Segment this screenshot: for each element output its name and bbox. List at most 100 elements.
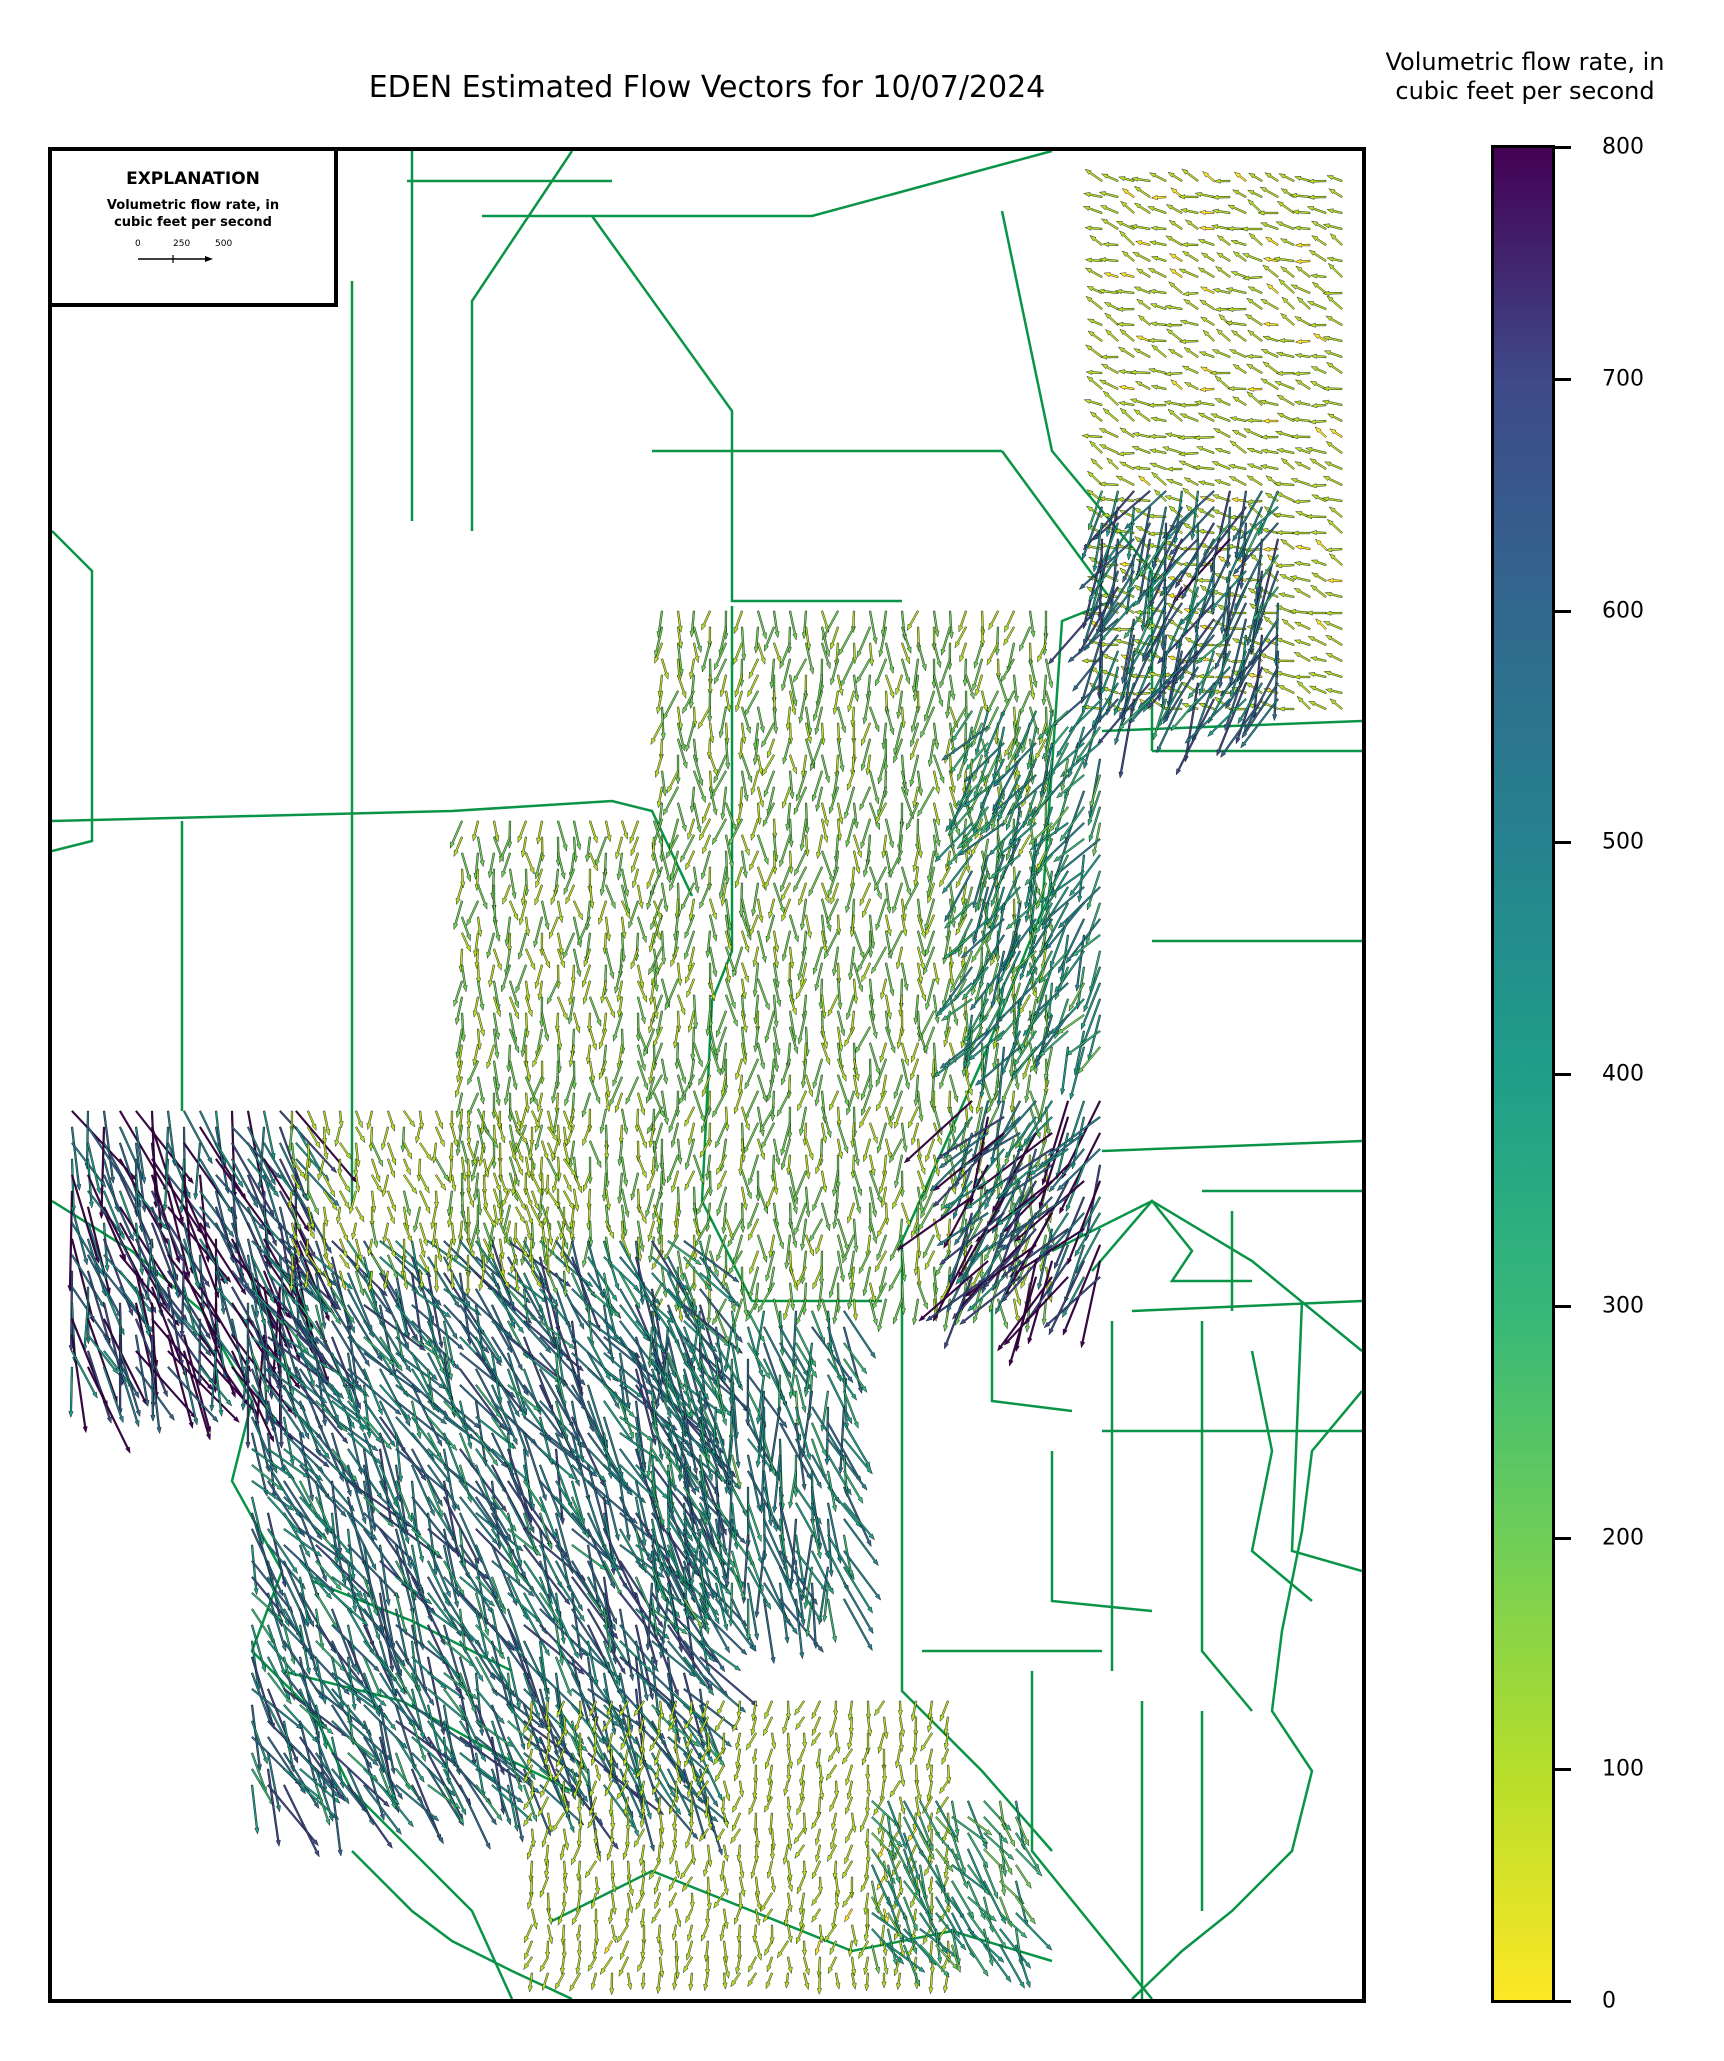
flow-vector-arrow bbox=[722, 1844, 729, 1863]
colorbar-tick-label: 0 bbox=[1602, 1988, 1616, 2014]
boundary-line bbox=[1250, 1350, 1313, 1602]
flow-vectors bbox=[67, 168, 1343, 1996]
flow-vector-arrow bbox=[670, 946, 680, 968]
flow-vector-arrow bbox=[1248, 172, 1263, 183]
flow-vector-arrow bbox=[1148, 172, 1167, 183]
flow-vector-arrow bbox=[1276, 448, 1295, 455]
flow-vector-arrow bbox=[682, 1956, 694, 1974]
flow-vector-arrow bbox=[1246, 447, 1263, 455]
flow-vector-arrow bbox=[814, 1074, 824, 1107]
flow-vector-arrow bbox=[712, 1298, 728, 1326]
flow-vector-arrow bbox=[920, 1186, 936, 1219]
flow-vector-arrow bbox=[748, 1154, 760, 1186]
flow-vector-arrow bbox=[1247, 329, 1263, 342]
flow-vector-arrow bbox=[1308, 322, 1327, 328]
flow-vector-arrow bbox=[1324, 591, 1343, 599]
flow-vector-arrow bbox=[524, 948, 536, 971]
flow-vector-arrow bbox=[554, 1972, 566, 1990]
flow-vector-arrow bbox=[740, 1186, 748, 1211]
flow-vector-arrow bbox=[1309, 530, 1327, 536]
flow-vector-arrow bbox=[836, 1026, 844, 1052]
flow-vector-arrow bbox=[820, 930, 828, 953]
flow-vector-arrow bbox=[1090, 458, 1103, 470]
flow-vector-arrow bbox=[786, 1812, 793, 1831]
flow-vector-arrow bbox=[809, 1218, 824, 1243]
flow-vector-arrow bbox=[836, 1250, 845, 1283]
flow-vector-arrow bbox=[939, 866, 952, 888]
flow-vector-arrow bbox=[811, 770, 824, 803]
flow-vector-arrow bbox=[724, 834, 734, 869]
flow-vector-arrow bbox=[815, 1940, 822, 1956]
flow-vector-arrow bbox=[740, 626, 747, 662]
flow-vector-arrow bbox=[455, 1028, 464, 1059]
flow-vector-arrow bbox=[1293, 400, 1311, 407]
flow-vector-arrow bbox=[1246, 463, 1263, 471]
flow-vector-arrow bbox=[1197, 267, 1215, 279]
colorbar-tick-label: 700 bbox=[1602, 366, 1644, 392]
flow-vector-arrow bbox=[1118, 401, 1135, 407]
flow-vector-arrow bbox=[514, 1206, 526, 1224]
flow-vector-arrow bbox=[1065, 790, 1086, 844]
flow-vector-arrow bbox=[820, 818, 829, 844]
flow-vector-arrow bbox=[830, 658, 840, 686]
flow-vector-arrow bbox=[788, 994, 797, 1016]
flow-vector-arrow bbox=[740, 722, 747, 745]
flow-vector-arrow bbox=[868, 610, 878, 645]
flow-vector-arrow bbox=[530, 1828, 536, 1848]
flow-vector-arrow bbox=[852, 802, 859, 830]
flow-vector-arrow bbox=[1214, 375, 1231, 390]
flow-vector-arrow bbox=[983, 1800, 1012, 1832]
flow-vector-arrow bbox=[750, 818, 760, 842]
flow-vector-arrow bbox=[833, 1700, 839, 1718]
flow-vector-arrow bbox=[1278, 278, 1295, 294]
flow-vector-arrow bbox=[868, 930, 874, 959]
flow-vector-arrow bbox=[815, 1154, 824, 1175]
flow-vector-arrow bbox=[1131, 432, 1151, 439]
flow-vector-arrow bbox=[744, 690, 760, 717]
flow-vector-arrow bbox=[894, 1154, 904, 1189]
flow-vector-arrow bbox=[1147, 206, 1167, 215]
flow-vector-arrow bbox=[1233, 171, 1247, 182]
flow-vector-arrow bbox=[1100, 363, 1119, 375]
flow-vector-arrow bbox=[820, 1026, 828, 1050]
flow-vector-arrow bbox=[802, 1972, 810, 1991]
flow-vector-arrow bbox=[657, 1218, 664, 1246]
flow-vector-arrow bbox=[765, 1250, 776, 1282]
flow-vector-arrow bbox=[716, 1010, 728, 1038]
flow-vector-arrow bbox=[724, 930, 733, 952]
flow-vector-arrow bbox=[766, 1186, 776, 1209]
flow-vector-arrow bbox=[861, 898, 872, 919]
flow-vector-arrow bbox=[753, 1026, 760, 1053]
flow-vector-arrow bbox=[1326, 295, 1343, 310]
flow-vector-arrow bbox=[1245, 417, 1263, 423]
flow-vector-arrow bbox=[1296, 695, 1311, 710]
flow-vector-arrow bbox=[585, 836, 592, 863]
flow-vector-arrow bbox=[847, 1202, 856, 1224]
flow-vector-arrow bbox=[1211, 194, 1231, 200]
flow-vector-arrow bbox=[1293, 621, 1311, 631]
flow-vector-arrow bbox=[916, 834, 923, 859]
flow-vector-arrow bbox=[556, 820, 568, 852]
flow-vector-arrow bbox=[910, 722, 920, 748]
flow-vector-arrow bbox=[562, 1860, 568, 1881]
flow-vector-arrow bbox=[797, 1090, 808, 1112]
flow-vector-arrow bbox=[913, 1250, 920, 1277]
flow-vector-arrow bbox=[672, 1812, 678, 1831]
flow-vector-arrow bbox=[702, 802, 712, 824]
flow-vector-arrow bbox=[1012, 882, 1022, 908]
flow-vector-arrow bbox=[1216, 235, 1231, 246]
flow-vector-arrow bbox=[932, 802, 941, 827]
flow-vector-arrow bbox=[1275, 351, 1295, 359]
flow-vector-arrow bbox=[476, 1076, 485, 1105]
flow-vector-arrow bbox=[668, 1892, 678, 1909]
flow-vector-arrow bbox=[1307, 636, 1327, 647]
boundary-line bbox=[52, 799, 694, 897]
flow-vector-arrow bbox=[1213, 428, 1231, 439]
boundary-line bbox=[52, 1199, 514, 1999]
explanation-subtitle-line1: Volumetric flow rate, in bbox=[106, 198, 280, 213]
flow-vector-arrow bbox=[708, 754, 718, 777]
flow-vector-arrow bbox=[961, 966, 989, 1001]
flow-vector-arrow bbox=[1315, 618, 1327, 630]
flow-vector-arrow bbox=[928, 1876, 934, 1895]
flow-vector-arrow bbox=[732, 1796, 742, 1814]
